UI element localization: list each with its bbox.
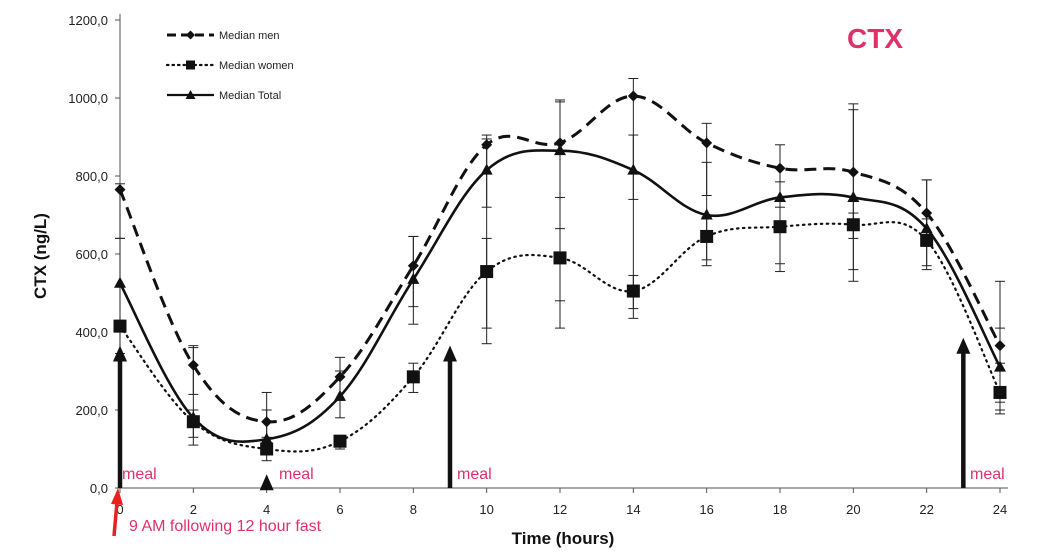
marker-total — [334, 389, 346, 401]
legend-marker-women — [186, 60, 195, 70]
x-tick-label: 8 — [410, 502, 417, 517]
x-tick-label: 16 — [699, 502, 713, 517]
marker-total — [700, 208, 713, 220]
marker-women — [773, 220, 787, 234]
x-tick-label: 4 — [263, 502, 270, 517]
marker-men — [114, 184, 126, 196]
marker-total — [480, 163, 493, 175]
legend-label-women: Median women — [219, 60, 294, 72]
x-tick-label: 18 — [773, 502, 787, 517]
marker-men — [261, 416, 273, 428]
series-line-median-men — [118, 94, 1002, 424]
marker-women — [113, 319, 127, 333]
x-tick-label: 6 — [336, 502, 343, 517]
marker-men — [407, 260, 419, 272]
marker-men — [187, 359, 199, 371]
meal-arrow-head — [113, 345, 127, 362]
marker-women — [333, 434, 347, 448]
meal-label-9: meal — [457, 466, 492, 483]
marker-women — [406, 370, 420, 384]
legend: Median men Median women Median Total — [165, 30, 294, 102]
x-tick-label: 24 — [993, 502, 1007, 517]
marker-total — [260, 432, 273, 444]
marker-men — [774, 162, 786, 174]
meal-label-23: meal — [970, 466, 1005, 483]
legend-marker-men — [186, 30, 195, 40]
marker-women — [626, 284, 640, 298]
marker-men — [554, 137, 566, 149]
x-axis-label: Time (hours) — [512, 529, 615, 548]
x-tick-labels: 0 2 4 6 8 10 12 14 16 18 20 22 24 — [116, 502, 1007, 517]
y-tick-label: 1000,0 — [68, 91, 108, 106]
x-tick-label: 14 — [626, 502, 640, 517]
y-tick-label: 800,0 — [75, 169, 108, 184]
marker-total — [187, 411, 200, 423]
chart-title: CTX — [847, 23, 903, 54]
legend-label-men: Median men — [219, 30, 280, 42]
meal-arrow-head — [259, 474, 274, 491]
marker-men — [334, 371, 346, 383]
meal-label-4: meal — [279, 466, 314, 483]
marker-women — [920, 233, 934, 247]
marker-men — [994, 340, 1006, 352]
marker-total — [114, 276, 126, 288]
marker-men — [847, 166, 859, 178]
y-tick-label: 1200,0 — [68, 13, 108, 28]
y-tick-label: 200,0 — [75, 403, 108, 418]
marker-total — [847, 190, 860, 202]
marker-women — [480, 265, 494, 279]
x-tick-label: 12 — [553, 502, 567, 517]
marker-men — [481, 139, 493, 151]
marker-men — [701, 137, 713, 149]
fast-annotation: 9 AM following 12 hour fast — [129, 518, 322, 535]
marker-total — [994, 360, 1006, 372]
series-line-median-total — [118, 149, 1002, 443]
y-axis-label: CTX (ng/L) — [31, 213, 50, 299]
x-tick-label: 2 — [190, 502, 197, 517]
y-tick-label: 400,0 — [75, 325, 108, 340]
marker-women — [260, 442, 274, 456]
legend-marker-total — [185, 90, 196, 99]
series-markers — [113, 90, 1007, 456]
marker-women — [846, 218, 860, 232]
x-tick-label: 10 — [479, 502, 493, 517]
x-tick-label: 20 — [846, 502, 860, 517]
y-tick-label: 0,0 — [90, 481, 108, 496]
marker-women — [700, 229, 714, 243]
marker-women — [553, 251, 567, 265]
fast-arrow-shaft — [112, 501, 119, 537]
meal-arrow-head — [956, 337, 971, 354]
y-tick-labels: 0,0 200,0 400,0 600,0 800,0 1000,0 1200,0 — [68, 13, 108, 496]
marker-total — [627, 163, 640, 175]
marker-men — [921, 207, 933, 219]
meal-arrows — [111, 337, 971, 537]
marker-total — [920, 222, 933, 234]
fast-arrow-head — [111, 488, 123, 505]
marker-total — [407, 272, 420, 284]
marker-total — [554, 144, 566, 156]
legend-label-total: Median Total — [219, 90, 281, 102]
x-tick-label: 22 — [919, 502, 933, 517]
marker-total — [774, 190, 786, 202]
marker-women — [993, 385, 1007, 399]
meal-label-0: meal — [122, 466, 157, 483]
error-bars — [115, 78, 1005, 462]
y-tick-label: 600,0 — [75, 247, 108, 262]
meal-arrow-head — [443, 345, 457, 362]
x-tick-label: 0 — [116, 502, 123, 517]
marker-men — [627, 90, 639, 102]
